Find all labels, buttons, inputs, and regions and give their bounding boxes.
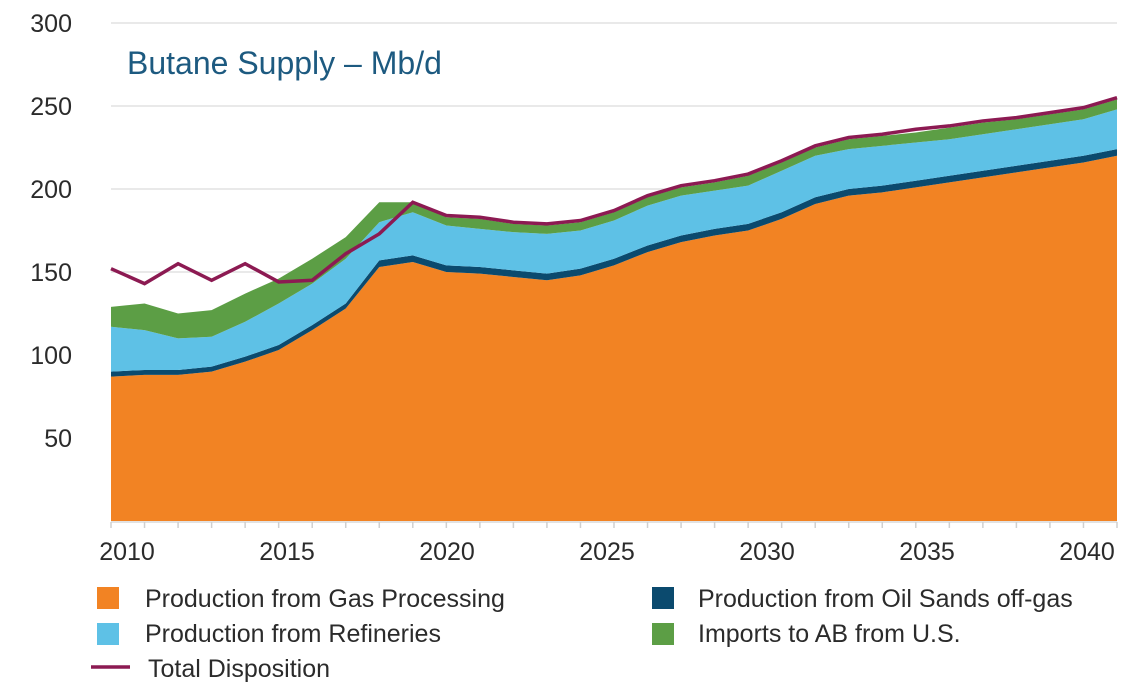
x-tick-label: 2015 — [259, 538, 315, 566]
legend-item-imports: Imports to AB from U.S. — [652, 620, 961, 648]
legend-swatch-gas-processing — [97, 587, 119, 609]
y-tick-label: 50 — [44, 425, 72, 453]
legend: Production from Gas Processing Productio… — [91, 585, 1073, 683]
legend-item-total-disposition: Total Disposition — [91, 655, 330, 683]
x-tick-label: 2035 — [899, 538, 955, 566]
total-line — [110, 96, 1118, 286]
x-tick-label: 2010 — [99, 538, 155, 566]
x-axis-labels: 2010 2015 2020 2025 2030 2035 2040 — [99, 538, 1115, 566]
legend-label: Production from Gas Processing — [145, 585, 505, 613]
line-total-disposition — [110, 96, 1118, 286]
x-tick-label: 2020 — [419, 538, 475, 566]
area-production-from-oil-sands-off-gas — [111, 149, 1117, 377]
y-axis-labels: 50 100 150 200 250 300 — [30, 10, 72, 453]
y-tick-label: 200 — [30, 176, 72, 204]
x-tick-label: 2040 — [1059, 538, 1115, 566]
x-tick-label: 2030 — [739, 538, 795, 566]
y-tick-label: 300 — [30, 10, 72, 38]
legend-item-oil-sands: Production from Oil Sands off-gas — [652, 585, 1073, 613]
legend-label: Imports to AB from U.S. — [698, 620, 961, 648]
x-axis — [110, 521, 1118, 528]
legend-swatch-oil-sands — [652, 587, 674, 609]
y-tick-label: 100 — [30, 342, 72, 370]
legend-item-gas-processing: Production from Gas Processing — [97, 585, 505, 613]
area-production-from-gas-processing — [111, 155, 1117, 522]
stacked-areas — [111, 99, 1117, 522]
area-production-from-refineries — [111, 109, 1117, 372]
y-tick-label: 150 — [30, 259, 72, 287]
chart-title: Butane Supply – Mb/d — [127, 45, 442, 81]
legend-swatch-imports — [652, 623, 674, 645]
legend-label: Total Disposition — [148, 655, 330, 683]
legend-item-refineries: Production from Refineries — [97, 620, 441, 648]
legend-label: Production from Refineries — [145, 620, 441, 648]
x-tick-label: 2025 — [579, 538, 635, 566]
legend-label: Production from Oil Sands off-gas — [698, 585, 1073, 613]
area-imports-to-ab-from-u-s — [111, 99, 1117, 339]
legend-swatch-refineries — [97, 623, 119, 645]
y-tick-label: 250 — [30, 93, 72, 121]
